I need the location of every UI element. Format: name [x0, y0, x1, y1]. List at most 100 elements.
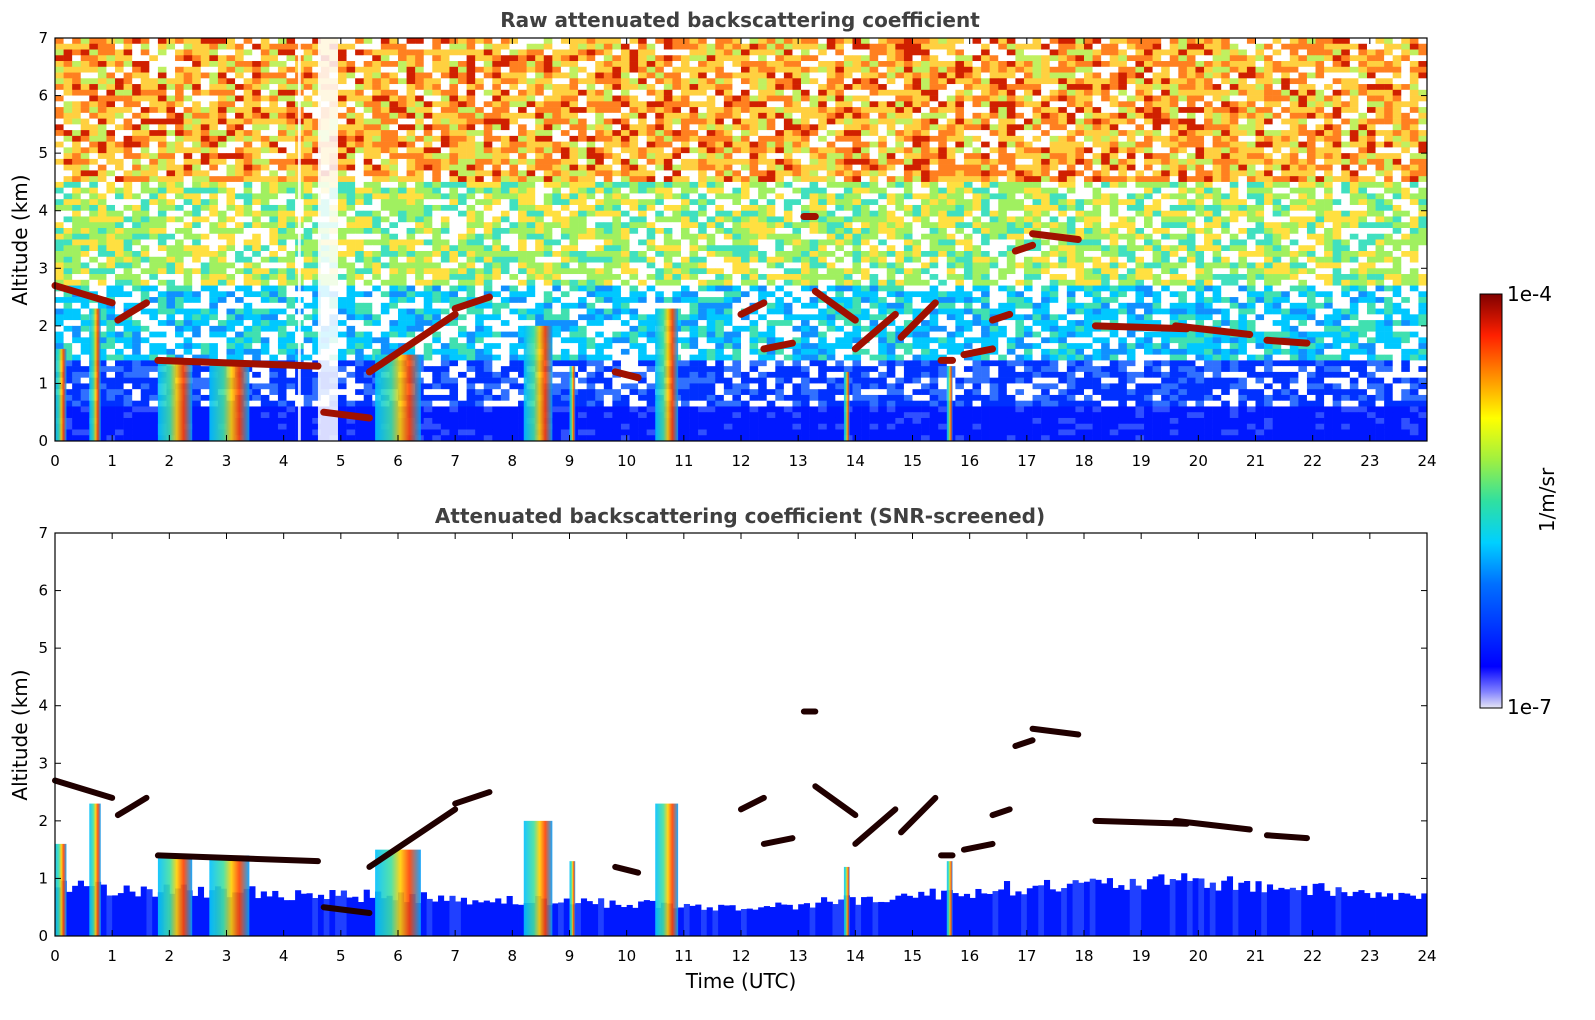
- heatmap-cell: [603, 107, 613, 114]
- heatmap-cell: [878, 153, 888, 160]
- heatmap-cell: [80, 147, 90, 154]
- heatmap-cell: [192, 210, 202, 217]
- heatmap-cell: [672, 210, 682, 217]
- heatmap-cell: [1306, 107, 1316, 114]
- heatmap-cell: [1401, 72, 1411, 79]
- heatmap-cell: [1246, 95, 1256, 102]
- heatmap-cell: [1341, 84, 1351, 91]
- heatmap-cell: [1144, 124, 1153, 131]
- heatmap-cell: [1375, 61, 1385, 68]
- heatmap-cell: [380, 193, 390, 200]
- heatmap-cell: [440, 61, 450, 68]
- heatmap-cell: [1178, 204, 1188, 212]
- heatmap-cell: [200, 176, 210, 183]
- heatmap-cell: [1161, 153, 1171, 160]
- heatmap-cell: [389, 141, 399, 148]
- heatmap-cell: [80, 72, 90, 79]
- heatmap-cell: [586, 89, 596, 96]
- heatmap-cell: [698, 181, 708, 188]
- heatmap-cell: [1315, 95, 1325, 102]
- heatmap-cell: [389, 101, 399, 108]
- heatmap-cell: [415, 95, 425, 102]
- heatmap-cell: [115, 216, 124, 223]
- heatmap-cell: [1375, 199, 1385, 206]
- heatmap-cell: [440, 135, 450, 142]
- heatmap-cell: [526, 112, 536, 119]
- heatmap-cell: [1221, 66, 1231, 73]
- heatmap-cell: [758, 61, 768, 68]
- heatmap-cell: [912, 135, 922, 142]
- heatmap-cell: [1358, 210, 1368, 217]
- heatmap-cell: [1204, 38, 1213, 45]
- heatmap-cell: [1041, 66, 1051, 73]
- heatmap-cell: [1195, 43, 1205, 50]
- heatmap-cell: [217, 43, 227, 50]
- heatmap-cell: [217, 147, 227, 154]
- heatmap-cell: [355, 101, 365, 108]
- heatmap-cell: [166, 118, 176, 125]
- heatmap-cell: [1049, 61, 1059, 68]
- heatmap-cell: [1409, 158, 1419, 165]
- heatmap-cell: [209, 199, 219, 206]
- heatmap-cell: [1366, 61, 1376, 68]
- heatmap-cell: [1041, 124, 1051, 131]
- heatmap-cell: [843, 158, 853, 165]
- heatmap-cell: [123, 124, 133, 131]
- heatmap-cell: [1023, 153, 1033, 160]
- heatmap-cell: [1152, 43, 1162, 50]
- heatmap-cell: [55, 210, 64, 217]
- heatmap-cell: [200, 199, 210, 206]
- heatmap-cell: [1049, 147, 1059, 154]
- heatmap-cell: [929, 164, 939, 171]
- heatmap-cell: [132, 61, 142, 68]
- heatmap-cell: [560, 170, 570, 177]
- heatmap-cell: [235, 193, 244, 200]
- heatmap-cell: [380, 187, 390, 194]
- heatmap-cell: [852, 199, 862, 206]
- heatmap-cell: [560, 141, 570, 148]
- heatmap-cell: [1298, 176, 1308, 183]
- heatmap-cell: [869, 164, 879, 171]
- heatmap-cell: [792, 153, 802, 160]
- heatmap-cell: [200, 66, 210, 73]
- heatmap-cell: [1229, 176, 1239, 183]
- heatmap-cell: [286, 84, 296, 91]
- heatmap-cell: [406, 66, 416, 73]
- heatmap-cell: [415, 170, 425, 177]
- heatmap-cell: [903, 135, 913, 142]
- heatmap-cell: [192, 101, 202, 108]
- heatmap-cell: [492, 204, 502, 212]
- heatmap-cell: [869, 210, 879, 217]
- heatmap-cell: [878, 187, 888, 194]
- heatmap-cell: [706, 78, 716, 85]
- heatmap-cell: [355, 135, 365, 142]
- heatmap-cell: [1161, 72, 1171, 79]
- heatmap-cell: [1186, 170, 1196, 177]
- heatmap-cell: [1032, 199, 1042, 206]
- heatmap-cell: [749, 187, 759, 194]
- heatmap-cell: [1118, 66, 1128, 73]
- heatmap-cell: [398, 49, 407, 56]
- heatmap-cell: [775, 204, 785, 212]
- heatmap-cell: [1332, 101, 1342, 108]
- heatmap-cell: [723, 78, 733, 85]
- heatmap-cell: [217, 141, 227, 148]
- heatmap-cell: [1186, 38, 1196, 45]
- heatmap-cell: [946, 158, 956, 165]
- heatmap-cell: [560, 43, 570, 50]
- heatmap-cell: [672, 135, 682, 142]
- heatmap-cell: [1075, 112, 1085, 119]
- heatmap-cell: [440, 55, 450, 62]
- heatmap-cell: [1101, 112, 1111, 119]
- heatmap-cell: [80, 61, 90, 68]
- heatmap-cell: [861, 66, 870, 73]
- heatmap-cell: [518, 72, 527, 79]
- heatmap-cell: [89, 49, 99, 56]
- heatmap-cell: [569, 130, 579, 137]
- heatmap-cell: [209, 193, 219, 200]
- heatmap-cell: [346, 210, 356, 217]
- heatmap-cell: [1075, 204, 1085, 212]
- heatmap-cell: [1315, 72, 1325, 79]
- heatmap-cell: [749, 72, 759, 79]
- heatmap-cell: [115, 66, 124, 73]
